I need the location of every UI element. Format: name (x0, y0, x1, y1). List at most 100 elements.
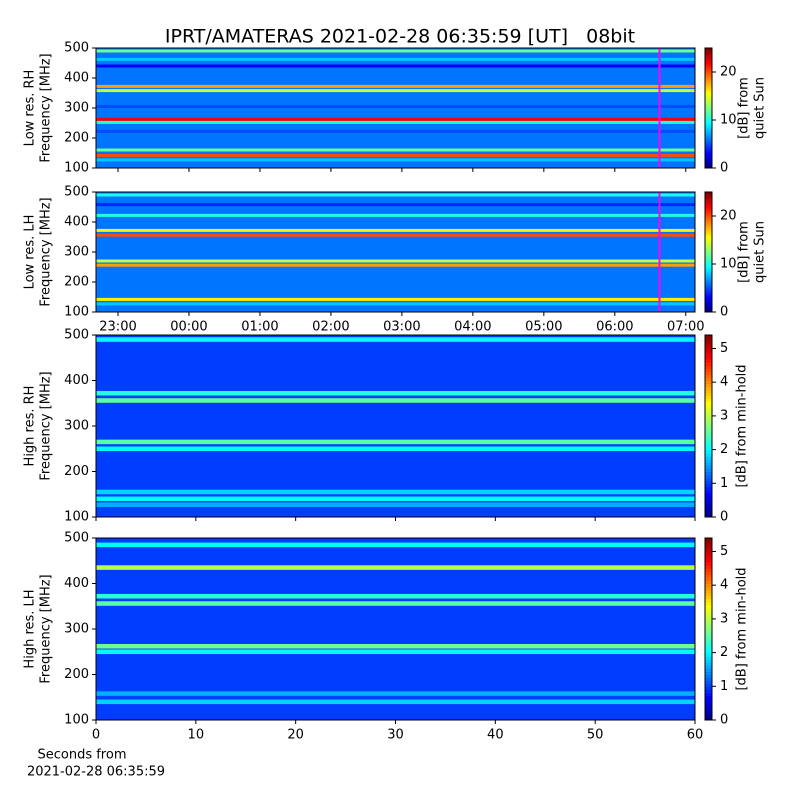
colorbar-segment (705, 122, 712, 125)
heatmap-band (96, 297, 695, 301)
colorbar-segment (705, 453, 712, 457)
colorbar-segment (705, 362, 712, 366)
colorbar-segment (705, 142, 712, 145)
colorbar-segment (705, 492, 712, 497)
colorbar-segment (705, 507, 712, 512)
colorbar-segment (705, 607, 712, 612)
heatmap-band (96, 148, 695, 152)
heatmap-band (96, 117, 695, 121)
x-axis-label: Seconds from (37, 748, 126, 763)
x-tick-label: 60 (687, 728, 704, 743)
colorbar-segment (705, 164, 712, 167)
colorbar-segment (705, 650, 712, 654)
colorbar-segment (705, 416, 712, 421)
colorbar-segment (705, 389, 712, 394)
colorbar-segment (705, 214, 712, 217)
colorbar-segment (705, 128, 712, 131)
colorbar-segment (705, 226, 712, 229)
colorbar-tick-label: 0 (720, 305, 728, 320)
colorbar-segment (705, 489, 712, 494)
colorbar-segment (705, 577, 712, 581)
colorbar-segment (705, 538, 712, 542)
heatmap-band (96, 542, 695, 548)
x-tick-label: 02:00 (312, 320, 349, 335)
y-axis-label: Frequency [MHz] (39, 574, 54, 683)
colorbar-tick-label: 5 (720, 341, 728, 356)
colorbar-segment (705, 568, 712, 572)
colorbar-segment (705, 218, 712, 221)
colorbar-segment (705, 144, 712, 147)
colorbar-segment (705, 160, 712, 163)
colorbar-segment (705, 638, 712, 642)
colorbar-segment (705, 84, 712, 87)
colorbar-segment (705, 550, 712, 554)
colorbar-segment (705, 483, 712, 488)
y-axis-label: Frequency [MHz] (39, 197, 54, 306)
colorbar-segment (705, 300, 712, 303)
colorbar-segment (705, 52, 712, 55)
colorbar-segment (705, 616, 712, 621)
figure-title: IPRT/AMATERAS 2021-02-28 06:35:59 [UT] 0… (165, 26, 635, 48)
colorbar-tick-label: 10 (720, 257, 737, 272)
heatmap-band (96, 302, 695, 306)
heatmap-band (96, 120, 695, 124)
colorbar-segment (705, 60, 712, 63)
y-tick-label: 500 (64, 531, 89, 546)
colorbar-segment (705, 254, 712, 257)
colorbar-segment (705, 304, 712, 307)
colorbar-segment (705, 586, 712, 591)
colorbar-segment (705, 78, 712, 81)
colorbar-segment (705, 698, 712, 703)
heatmap-band (96, 233, 695, 237)
colorbar-segment (705, 70, 712, 73)
colorbar-segment (705, 450, 712, 454)
colorbar-segment (705, 80, 712, 83)
colorbar-tick-label: 20 (720, 65, 737, 80)
heatmap-band (96, 601, 695, 606)
colorbar-segment (705, 82, 712, 85)
colorbar-segment (705, 310, 712, 313)
heatmap-band (96, 263, 695, 267)
colorbar-segment (705, 444, 712, 448)
y-tick-label: 100 (64, 713, 89, 728)
x-tick-label: 07:00 (667, 320, 704, 335)
y-tick-label: 200 (64, 275, 89, 290)
colorbar-segment (705, 498, 712, 503)
y-tick-label: 300 (64, 245, 89, 260)
colorbar-segment (705, 689, 712, 694)
colorbar-segment (705, 677, 712, 682)
heatmap-band (96, 337, 695, 342)
y-tick-label: 500 (64, 185, 89, 200)
heatmap-band (96, 593, 695, 599)
colorbar-segment (705, 350, 712, 354)
heatmap-band (96, 398, 695, 403)
colorbar-segment (705, 76, 712, 79)
colorbar-segment (705, 456, 712, 460)
colorbar-label: [dB] from (737, 221, 752, 283)
colorbar-segment (705, 465, 712, 469)
colorbar-segment (705, 622, 712, 627)
heatmap-band (96, 446, 695, 452)
colorbar-segment (705, 435, 712, 439)
colorbar-segment (705, 562, 712, 566)
colorbar-segment (705, 276, 712, 279)
colorbar-segment (705, 432, 712, 436)
colorbar-segment (705, 138, 712, 141)
colorbar-segment (705, 234, 712, 237)
colorbar-segment (705, 395, 712, 400)
colorbar-segment (705, 710, 712, 715)
colorbar-segment (705, 152, 712, 155)
colorbar-segment (705, 368, 712, 372)
colorbar-tick-label: 0 (720, 713, 728, 728)
colorbar-tick-label: 1 (720, 679, 728, 694)
heatmap-band (96, 193, 695, 197)
colorbar-segment (705, 224, 712, 227)
heatmap-band (96, 158, 695, 162)
x-tick-label: 10 (188, 728, 205, 743)
colorbar-segment (705, 58, 712, 61)
colorbar-segment (705, 665, 712, 669)
heatmap-band (96, 57, 695, 61)
colorbar-segment (705, 196, 712, 199)
colorbar-segment (705, 244, 712, 247)
colorbar-segment (705, 422, 712, 427)
